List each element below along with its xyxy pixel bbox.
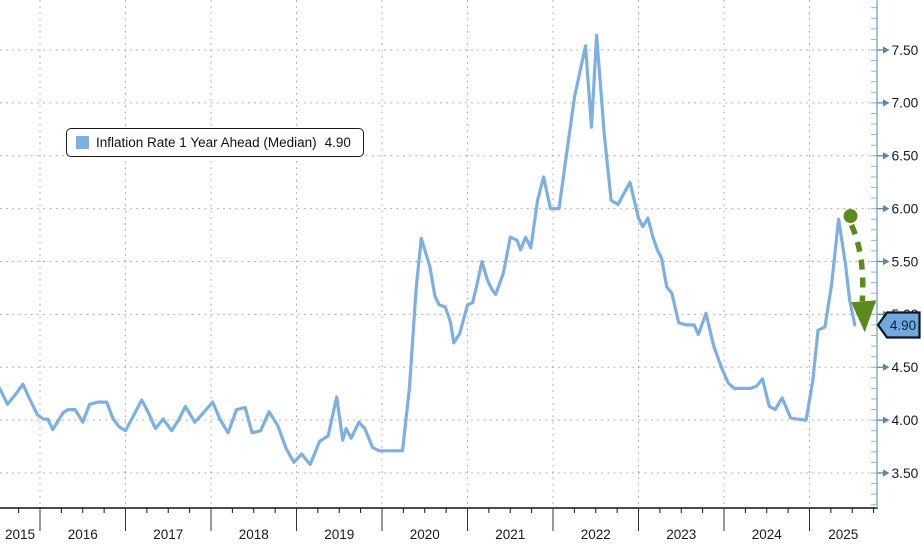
year-label: 2019 [324,527,354,542]
year-label: 2017 [153,527,183,542]
y-tick-label: 4.00 [892,413,919,428]
y-tick-label: 6.00 [892,201,919,216]
series-line [0,33,857,467]
year-label: 2018 [239,527,269,542]
y-tick-label: 5.50 [892,254,919,269]
last-value-tag-shape [877,311,921,339]
year-label: 2023 [666,527,696,542]
year-label: 2020 [410,527,440,542]
y-tick-arrow-icon [883,152,890,160]
legend[interactable]: Inflation Rate 1 Year Ahead (Median) 4.9… [66,128,364,157]
last-value-tag-text: 4.90 [890,318,916,333]
y-tick-arrow-icon [883,469,890,477]
y-tick-arrow-icon [883,257,890,266]
trend-arrow-shaft [849,223,866,302]
y-tick-label: 4.50 [892,360,919,375]
y-tick-arrow-icon [883,99,890,107]
y-tick-label: 3.50 [892,466,919,481]
year-label: 2024 [752,527,783,542]
legend-swatch-icon [76,136,89,149]
y-tick-arrow-icon [883,416,890,424]
year-label: 2021 [495,527,525,542]
year-label: 2016 [68,527,98,542]
trend-arrow-dot-icon [843,209,858,224]
trend-arrow-head-icon [851,300,877,333]
y-tick-arrow-icon [883,205,890,213]
y-tick-label: 7.50 [892,43,919,58]
legend-value: 4.90 [324,135,351,150]
last-value-tag: 4.90 [877,311,921,339]
year-label: 2015 [5,527,35,542]
y-tick-label: 7.00 [892,96,919,111]
y-tick-label: 6.50 [892,149,919,164]
legend-label: Inflation Rate 1 Year Ahead (Median) [96,135,317,150]
year-label: 2022 [581,527,611,542]
y-tick-arrow-icon [883,46,890,54]
year-label: 2025 [828,527,858,542]
y-tick-arrow-icon [883,363,890,371]
